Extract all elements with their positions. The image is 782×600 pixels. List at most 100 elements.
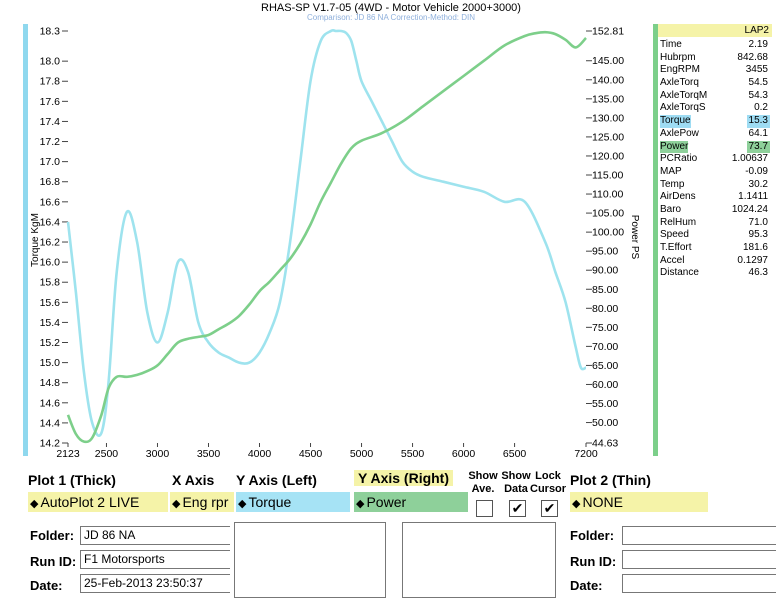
xaxis-select[interactable]: ◆ Eng rpr <box>170 492 234 512</box>
folder2-field[interactable] <box>622 526 776 545</box>
y-tick-label-right: 55.00 <box>592 398 618 410</box>
readout-key: EngRPM <box>660 64 701 76</box>
xaxis-value: Eng rpr <box>182 494 229 510</box>
y-tick-label-right: 80.00 <box>592 303 618 315</box>
readout-value: 842.68 <box>737 51 768 63</box>
readout-row: Torque 15.3 <box>658 115 772 128</box>
folder-field[interactable]: JD 86 NA <box>80 526 230 545</box>
plot2-select[interactable]: ◆ NONE <box>570 492 708 512</box>
lap-label: LAP2 <box>658 24 772 37</box>
readout-key: Power <box>660 140 689 154</box>
y-tick-label-left: 16.4 <box>40 216 61 228</box>
y-tick-label-right: 110.00 <box>592 189 623 201</box>
y-tick-label-right: 125.00 <box>592 131 624 143</box>
y-tick-label-left: 18.0 <box>40 56 61 68</box>
y-tick-label-right: 152.81 <box>592 26 624 38</box>
y-tick-label-left: 17.4 <box>40 116 61 128</box>
y-tick-label-left: 16.6 <box>40 196 61 208</box>
x-tick-label: 2500 <box>95 448 119 460</box>
readout-key: Distance <box>660 267 699 279</box>
x-tick-label: 5500 <box>401 448 425 460</box>
readout-value: 95.3 <box>748 229 768 241</box>
y-tick-label-left: 17.6 <box>40 96 61 108</box>
torque-series-line <box>66 28 587 437</box>
plot1-label: Plot 1 (Thick) <box>28 472 116 488</box>
left-axis-bar <box>23 24 28 456</box>
yleft-value: Torque <box>248 494 292 510</box>
right-axis-bar <box>653 24 658 456</box>
yright-select[interactable]: ◆ Power <box>354 492 468 512</box>
y-tick-label-right: 85.00 <box>592 284 618 296</box>
lock-cursor-label: Lock Cursor <box>530 470 567 495</box>
show-ave-checkbox[interactable] <box>476 500 493 517</box>
readout-value: 0.2 <box>754 102 768 114</box>
show-data-checkbox[interactable]: ✔ <box>509 500 526 517</box>
readout-row: Time 2.19 <box>658 39 772 52</box>
y-tick-label-left: 17.0 <box>40 156 61 168</box>
readout-key: Speed <box>660 229 689 241</box>
readout-panel: LAP2 Time 2.19 Hubrpm 842.68 EngRPM 3455 AxleT… <box>658 24 772 280</box>
readout-value: 46.3 <box>748 267 768 279</box>
y-tick-label-left: 14.6 <box>40 397 61 409</box>
y-tick-label-left: 15.6 <box>40 297 61 309</box>
runid2-field[interactable] <box>622 550 776 569</box>
lock-cursor-checkbox[interactable]: ✔ <box>541 500 558 517</box>
y-tick-label-right: 105.00 <box>592 208 624 220</box>
y-tick-label-right: 60.00 <box>592 379 618 391</box>
readout-value: 71.0 <box>748 216 768 228</box>
readout-key: Hubrpm <box>660 51 696 63</box>
y-tick-label-left: 14.2 <box>40 438 61 450</box>
y-tick-label-right: 65.00 <box>592 360 618 372</box>
readout-key: AxleTorqS <box>660 102 706 114</box>
spin-arrows-icon: ◆ <box>172 498 181 510</box>
readout-key: Baro <box>660 203 682 215</box>
y-tick-label-left: 15.0 <box>40 357 61 369</box>
readout-value: 181.6 <box>742 242 768 253</box>
readout-row: Hubrpm 842.68 <box>658 52 772 65</box>
y-axis-label-left: Torque KgM <box>30 213 41 267</box>
date2-field[interactable] <box>622 574 776 593</box>
readout-key: PCRatio <box>660 153 698 165</box>
readout-value: 15.3 <box>746 115 770 128</box>
y-tick-label-right: 140.00 <box>592 74 624 86</box>
y-tick-label-right: 75.00 <box>592 322 618 334</box>
folder2-label: Folder: <box>570 528 615 543</box>
readout-row: Baro 1024.24 <box>658 204 772 217</box>
readout-value: 0.1297 <box>737 254 768 266</box>
x-tick-label: 3500 <box>197 448 221 460</box>
readout-value: 30.2 <box>748 178 768 190</box>
x-tick-label: 6500 <box>503 448 527 460</box>
y-tick-label-right: 115.00 <box>592 169 623 181</box>
runid-field[interactable]: F1 Motorsports <box>80 550 230 569</box>
readout-key: AxleTorq <box>660 77 699 89</box>
y-tick-label-left: 18.3 <box>40 26 61 38</box>
readout-row: PCRatio 1.00637 <box>658 153 772 166</box>
readout-row: Distance 46.3 <box>658 267 772 280</box>
yleft-select[interactable]: ◆ Torque <box>236 492 350 512</box>
readout-value: 2.19 <box>748 39 768 50</box>
y-tick-label-left: 16.8 <box>40 176 61 188</box>
readout-row: EngRPM 3455 <box>658 64 772 77</box>
notes-box-left <box>234 522 386 598</box>
x-tick-label: 3000 <box>146 448 170 460</box>
y-tick-label-right: 70.00 <box>592 341 618 353</box>
readout-key: Accel <box>660 254 685 266</box>
x-tick-label: 6000 <box>452 448 476 460</box>
x-tick-label: 7200 <box>574 448 598 460</box>
readout-key: Time <box>660 39 682 50</box>
y-tick-label-left: 15.8 <box>40 277 61 289</box>
readout-key: Temp <box>660 178 685 190</box>
readout-key: T.Effort <box>660 242 692 253</box>
y-tick-label-left: 15.4 <box>40 317 61 329</box>
date-label: Date: <box>30 578 63 593</box>
yleft-label: Y Axis (Left) <box>236 472 317 488</box>
y-tick-label-right: 100.00 <box>592 227 624 239</box>
checkmark-icon: ✔ <box>511 500 524 516</box>
readout-row: AxleTorqS 0.2 <box>658 102 772 115</box>
y-tick-label-left: 17.2 <box>40 136 61 148</box>
date-field[interactable]: 25-Feb-2013 23:50:37 <box>80 574 230 593</box>
show-data-label: Show Data <box>501 470 531 495</box>
runid-label: Run ID: <box>30 554 77 569</box>
plot1-select[interactable]: ◆ AutoPlot 2 LIVE <box>28 492 168 512</box>
power-series-line <box>66 30 587 444</box>
